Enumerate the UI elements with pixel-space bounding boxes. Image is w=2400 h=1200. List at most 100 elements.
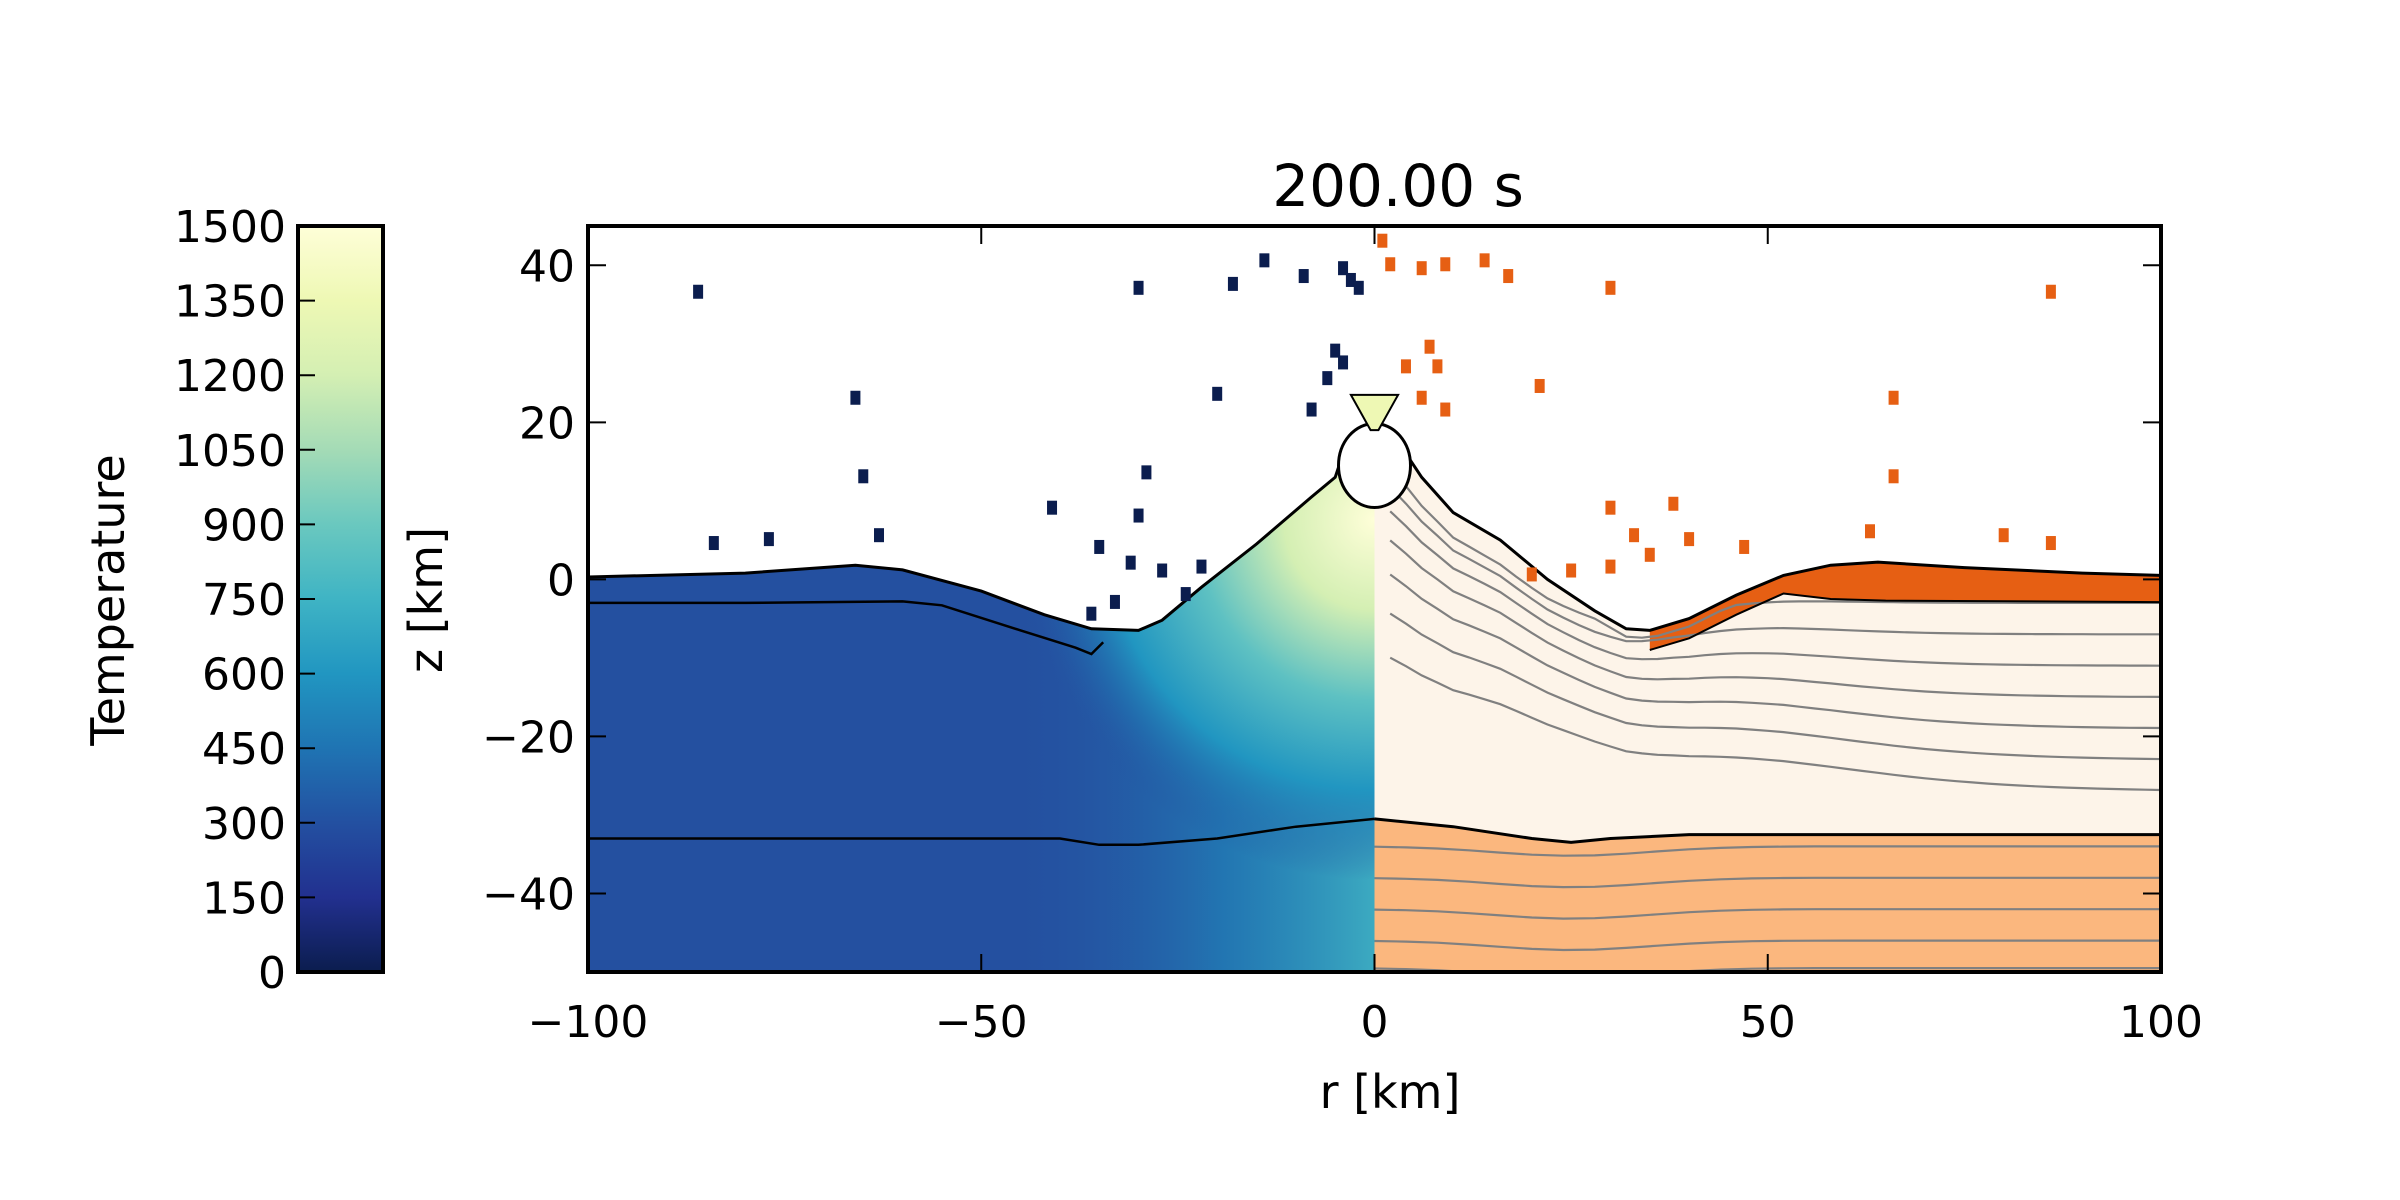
ejecta-particle-right	[1400, 359, 1411, 374]
ejecta-particle-left	[1338, 355, 1349, 370]
colorbar-tick-label: 1350	[174, 277, 286, 328]
ejecta-particle-right	[2045, 536, 2056, 551]
ejecta-particle-left	[1259, 253, 1270, 268]
ejecta-particles	[693, 233, 2056, 621]
ejecta-particle-left	[1180, 587, 1191, 602]
ejecta-particle-left	[1345, 272, 1356, 287]
ejecta-particle-right	[1739, 539, 1750, 554]
y-tick-label: −20	[482, 712, 575, 763]
colorbar-frame	[296, 224, 385, 974]
ejecta-particle-left	[1094, 539, 1105, 554]
sediment-boundary-contour	[588, 600, 1105, 656]
ejecta-particle-right	[1566, 563, 1577, 578]
ejecta-particle-left	[1086, 606, 1097, 621]
ejecta-particle-right	[1503, 269, 1514, 284]
ejecta-particle-left	[1330, 343, 1341, 358]
mantle-contour-line	[1374, 876, 2161, 889]
ejecta-particle-right	[1432, 359, 1443, 374]
material-panel	[1374, 424, 2161, 972]
mantle-contour-line	[1374, 908, 2161, 920]
crust-contour-line	[1389, 510, 2161, 667]
y-axis-label: z [km]	[399, 527, 453, 673]
ejecta-particle-left	[1298, 269, 1309, 284]
x-tick-label: 50	[1740, 997, 1796, 1048]
temperature-panel	[588, 424, 1375, 972]
crust-contour-line	[1389, 486, 2161, 643]
ejecta-particle-left	[1133, 508, 1144, 523]
ejecta-particle-right	[1416, 261, 1427, 276]
colorbar-tick-label: 450	[202, 724, 286, 775]
plot-frame	[586, 224, 2163, 974]
ejecta-particle-right	[1605, 280, 1616, 295]
colorbar-tick-label: 150	[202, 873, 286, 924]
ejecta-particle-right	[2045, 284, 2056, 299]
x-axis-label: r [km]	[1320, 1065, 1461, 1119]
ejecta-particle-right	[1440, 402, 1451, 417]
x-tick-label: 100	[2119, 997, 2203, 1048]
ejecta-particle-right	[1479, 253, 1490, 268]
colorbar-tick-label: 1200	[174, 351, 286, 402]
y-tick-label: 0	[547, 555, 575, 606]
plume-stem	[1349, 393, 1400, 432]
ejecta-particle-left	[1125, 555, 1136, 570]
ejecta-particle-left	[693, 284, 704, 299]
ejecta-particle-left	[1353, 280, 1364, 295]
ejecta-particle-left	[1196, 559, 1207, 574]
temperature-field-plume	[588, 426, 1375, 972]
ejecta-particle-left	[1141, 465, 1152, 480]
mantle-contour-line	[1374, 939, 2161, 952]
sediment-base-contour	[1649, 592, 2161, 651]
colorbar-tick-label: 900	[202, 500, 286, 551]
colorbar-tick-label: 1500	[174, 202, 286, 253]
crust-contour-line	[1389, 573, 2161, 730]
ejecta-particle-left	[708, 536, 719, 551]
ejecta-particle-right	[1644, 547, 1655, 562]
axis-ticks: −100 −50 0 50 100 −40 −20 0 20 40	[482, 226, 2203, 1048]
y-tick-label: 20	[519, 398, 575, 449]
mantle-contour-line	[1374, 845, 2161, 857]
crust-contour-line	[1389, 539, 2161, 698]
chart-title: 200.00 s	[1272, 152, 1524, 220]
mantle-region	[1374, 818, 2161, 972]
ejecta-particle-right	[1605, 559, 1616, 574]
ejecta-particle-right	[1684, 532, 1695, 547]
ejecta-particle-left	[1306, 402, 1317, 417]
y-tick-label: 40	[519, 241, 575, 292]
colorbar: 0 150 300 450 600 750 900 1050 1200 1350 1500 Temp…	[81, 202, 385, 999]
surface-contour	[1374, 424, 2161, 632]
ejecta-particle-left	[858, 469, 869, 484]
ejecta-particle-right	[1888, 390, 1899, 405]
ejecta-particle-left	[1322, 371, 1333, 386]
ejecta-particle-right	[1424, 339, 1435, 354]
colorbar-tick-label: 750	[202, 575, 286, 626]
plume-bubble	[1337, 422, 1412, 510]
x-tick-label: −100	[528, 997, 649, 1048]
ejecta-particle-right	[1534, 378, 1545, 393]
sediment-layer	[1649, 562, 2161, 650]
ejecta-particle-right	[1416, 390, 1427, 405]
x-tick-label: −50	[935, 997, 1028, 1048]
crust-contour-line	[1389, 467, 2161, 639]
colorbar-tick-label: 300	[202, 799, 286, 850]
moho-contour	[1374, 817, 2161, 844]
ejecta-particle-right	[1888, 469, 1899, 484]
ejecta-particle-right	[1998, 528, 2009, 543]
colorbar-tick-label: 1050	[174, 426, 286, 477]
ejecta-particle-right	[1864, 524, 1875, 539]
ejecta-particle-right	[1440, 257, 1451, 272]
ejecta-particle-left	[850, 390, 861, 405]
ejecta-particle-left	[874, 528, 885, 543]
ejecta-particle-right	[1377, 233, 1388, 248]
ejecta-particle-left	[1133, 280, 1144, 295]
colorbar-label: Temperature	[81, 454, 135, 746]
ejecta-particle-left	[1109, 594, 1120, 609]
ejecta-particle-right	[1605, 500, 1616, 515]
ejecta-particle-right	[1668, 496, 1679, 511]
ejecta-particle-left	[1227, 276, 1238, 291]
ejecta-particle-right	[1629, 528, 1640, 543]
crust-contour-line	[1389, 656, 2161, 792]
colorbar-tick-label: 600	[202, 650, 286, 701]
moho-contour	[588, 817, 1375, 847]
ejecta-particle-left	[763, 532, 774, 547]
